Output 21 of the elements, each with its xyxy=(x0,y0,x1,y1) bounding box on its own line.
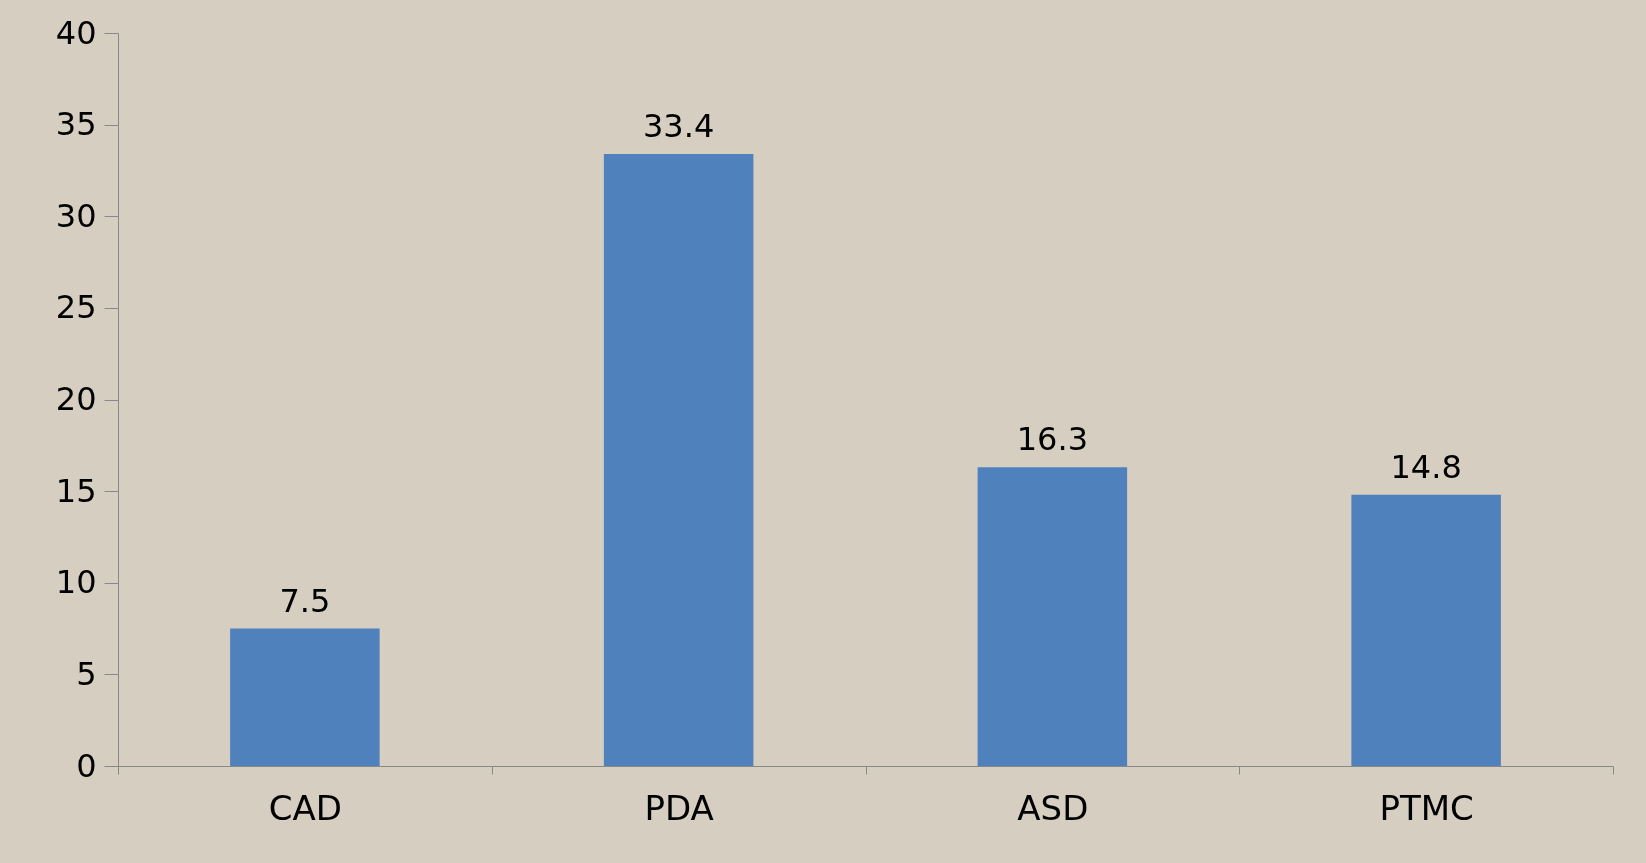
x-tick-label: CAD xyxy=(268,787,342,828)
y-tick-label: 25 xyxy=(55,288,97,327)
data-label: 16.3 xyxy=(1016,420,1088,459)
y-tick-label: 0 xyxy=(76,746,97,785)
bar xyxy=(230,628,380,766)
bar xyxy=(1351,494,1501,766)
x-tick-label: ASD xyxy=(1017,787,1089,828)
y-tick-label: 35 xyxy=(55,105,97,144)
x-tick-label: PDA xyxy=(644,787,714,828)
bar xyxy=(977,467,1128,766)
data-label: 33.4 xyxy=(643,106,715,145)
y-tick-label: 40 xyxy=(55,13,97,52)
y-tick-label: 15 xyxy=(55,471,97,510)
x-tick-label: PTMC xyxy=(1379,787,1474,828)
y-tick-label: 5 xyxy=(76,654,97,693)
data-label: 14.8 xyxy=(1390,447,1462,486)
bar xyxy=(603,153,754,766)
y-tick-label: 20 xyxy=(55,380,97,418)
y-tick-label: 30 xyxy=(55,196,97,235)
y-tick-label: 10 xyxy=(55,563,97,602)
data-label: 7.5 xyxy=(279,581,331,620)
